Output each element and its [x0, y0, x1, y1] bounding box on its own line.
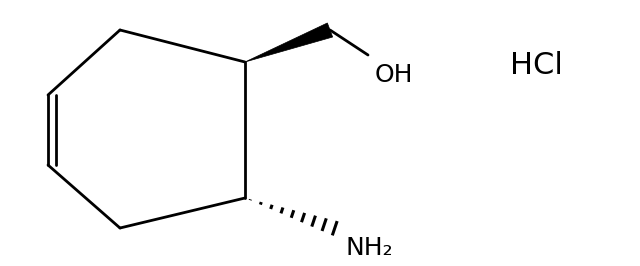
Text: HCl: HCl	[510, 51, 563, 80]
Text: OH: OH	[375, 63, 413, 87]
Text: NH₂: NH₂	[345, 236, 392, 260]
Polygon shape	[245, 23, 333, 62]
